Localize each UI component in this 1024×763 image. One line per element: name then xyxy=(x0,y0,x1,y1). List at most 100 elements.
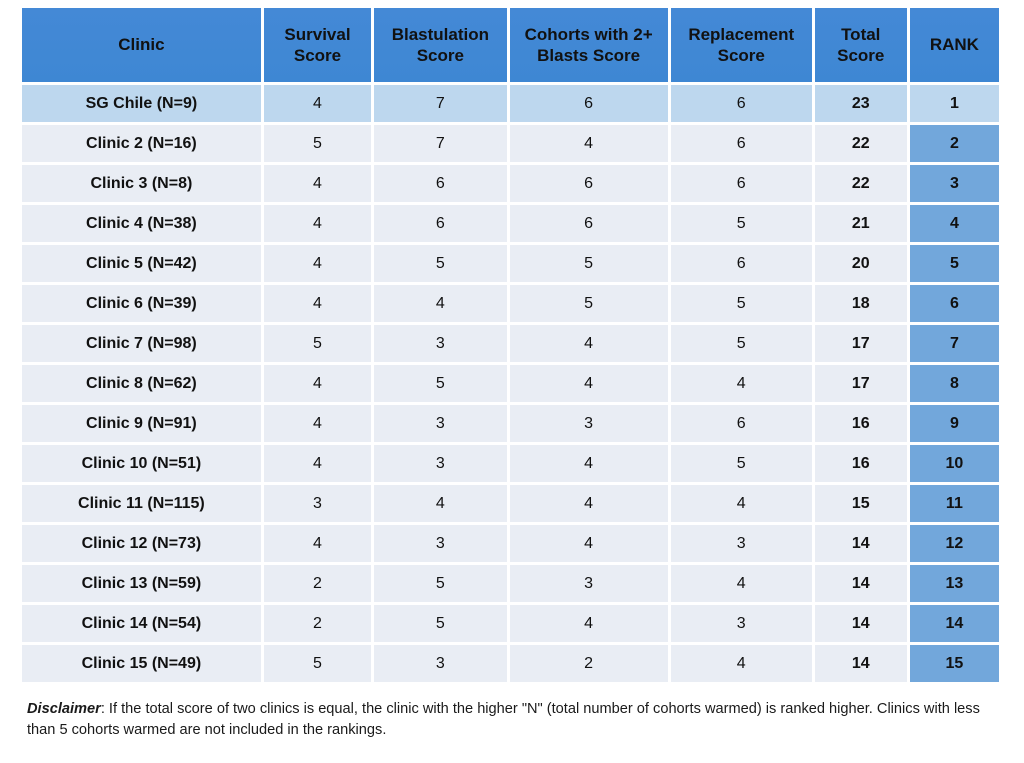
rank-cell: 3 xyxy=(909,165,999,202)
table-row: Clinic 14 (N=54) 2 5 4 3 14 14 xyxy=(22,605,999,642)
total-score-cell: 14 xyxy=(814,645,907,682)
table-row: Clinic 15 (N=49) 5 3 2 4 14 15 xyxy=(22,645,999,682)
table-row: Clinic 4 (N=38) 4 6 6 5 21 4 xyxy=(22,205,999,242)
rank-cell: 7 xyxy=(909,325,999,362)
blastulation-score-cell: 5 xyxy=(374,565,507,602)
cohorts-score-cell: 4 xyxy=(509,365,668,402)
rank-cell: 6 xyxy=(909,285,999,322)
total-score-cell: 21 xyxy=(814,205,907,242)
clinic-cell: Clinic 11 (N=115) xyxy=(22,485,261,522)
survival-score-cell: 4 xyxy=(263,165,372,202)
survival-score-cell: 5 xyxy=(263,645,372,682)
cohorts-score-cell: 3 xyxy=(509,405,668,442)
blastulation-score-cell: 4 xyxy=(374,285,507,322)
survival-score-cell: 4 xyxy=(263,525,372,562)
survival-score-cell: 5 xyxy=(263,325,372,362)
replacement-score-cell: 6 xyxy=(670,405,812,442)
column-header-blastulation-score: Blastulation Score xyxy=(374,8,507,82)
cohorts-score-cell: 5 xyxy=(509,285,668,322)
table-row: SG Chile (N=9) 4 7 6 6 23 1 xyxy=(22,85,999,122)
total-score-cell: 17 xyxy=(814,325,907,362)
survival-score-cell: 4 xyxy=(263,85,372,122)
cohorts-score-cell: 3 xyxy=(509,565,668,602)
column-header-clinic: Clinic xyxy=(22,8,261,82)
table-row: Clinic 5 (N=42) 4 5 5 6 20 5 xyxy=(22,245,999,282)
blastulation-score-cell: 5 xyxy=(374,605,507,642)
total-score-cell: 18 xyxy=(814,285,907,322)
cohorts-score-cell: 6 xyxy=(509,165,668,202)
clinic-cell: Clinic 4 (N=38) xyxy=(22,205,261,242)
blastulation-score-cell: 3 xyxy=(374,405,507,442)
total-score-cell: 15 xyxy=(814,485,907,522)
replacement-score-cell: 3 xyxy=(670,605,812,642)
table-header-row: Clinic Survival Score Blastulation Score Co… xyxy=(22,8,999,82)
clinic-cell: Clinic 15 (N=49) xyxy=(22,645,261,682)
table-row: Clinic 13 (N=59) 2 5 3 4 14 13 xyxy=(22,565,999,602)
rank-cell: 14 xyxy=(909,605,999,642)
blastulation-score-cell: 3 xyxy=(374,525,507,562)
replacement-score-cell: 6 xyxy=(670,165,812,202)
total-score-cell: 20 xyxy=(814,245,907,282)
cohorts-score-cell: 6 xyxy=(509,85,668,122)
cohorts-score-cell: 6 xyxy=(509,205,668,242)
cohorts-score-cell: 4 xyxy=(509,125,668,162)
blastulation-score-cell: 4 xyxy=(374,485,507,522)
clinic-cell: Clinic 3 (N=8) xyxy=(22,165,261,202)
rank-cell: 11 xyxy=(909,485,999,522)
clinic-cell: Clinic 8 (N=62) xyxy=(22,365,261,402)
rank-cell: 13 xyxy=(909,565,999,602)
table-row: Clinic 10 (N=51) 4 3 4 5 16 10 xyxy=(22,445,999,482)
replacement-score-cell: 5 xyxy=(670,205,812,242)
cohorts-score-cell: 4 xyxy=(509,525,668,562)
blastulation-score-cell: 5 xyxy=(374,245,507,282)
cohorts-score-cell: 4 xyxy=(509,445,668,482)
survival-score-cell: 4 xyxy=(263,405,372,442)
table-row: Clinic 12 (N=73) 4 3 4 3 14 12 xyxy=(22,525,999,562)
total-score-cell: 17 xyxy=(814,365,907,402)
survival-score-cell: 2 xyxy=(263,605,372,642)
blastulation-score-cell: 3 xyxy=(374,325,507,362)
total-score-cell: 14 xyxy=(814,605,907,642)
blastulation-score-cell: 6 xyxy=(374,165,507,202)
clinic-ranking-table: Clinic Survival Score Blastulation Score Co… xyxy=(19,5,1002,685)
survival-score-cell: 4 xyxy=(263,285,372,322)
survival-score-cell: 4 xyxy=(263,445,372,482)
survival-score-cell: 5 xyxy=(263,125,372,162)
blastulation-score-cell: 7 xyxy=(374,125,507,162)
total-score-cell: 22 xyxy=(814,125,907,162)
clinic-cell: Clinic 9 (N=91) xyxy=(22,405,261,442)
total-score-cell: 22 xyxy=(814,165,907,202)
table-row: Clinic 2 (N=16) 5 7 4 6 22 2 xyxy=(22,125,999,162)
survival-score-cell: 4 xyxy=(263,365,372,402)
rank-cell: 5 xyxy=(909,245,999,282)
total-score-cell: 23 xyxy=(814,85,907,122)
clinic-cell: Clinic 12 (N=73) xyxy=(22,525,261,562)
disclaimer: Disclaimer: If the total score of two cl… xyxy=(27,699,995,741)
clinic-cell: Clinic 10 (N=51) xyxy=(22,445,261,482)
replacement-score-cell: 5 xyxy=(670,285,812,322)
table-row: Clinic 8 (N=62) 4 5 4 4 17 8 xyxy=(22,365,999,402)
cohorts-score-cell: 4 xyxy=(509,605,668,642)
survival-score-cell: 2 xyxy=(263,565,372,602)
column-header-replacement-score: Replacement Score xyxy=(670,8,812,82)
rank-cell: 4 xyxy=(909,205,999,242)
replacement-score-cell: 3 xyxy=(670,525,812,562)
rank-cell: 2 xyxy=(909,125,999,162)
replacement-score-cell: 4 xyxy=(670,645,812,682)
replacement-score-cell: 4 xyxy=(670,365,812,402)
table-row: Clinic 6 (N=39) 4 4 5 5 18 6 xyxy=(22,285,999,322)
clinic-cell: Clinic 7 (N=98) xyxy=(22,325,261,362)
page: Clinic Survival Score Blastulation Score Co… xyxy=(19,5,1002,741)
cohorts-score-cell: 2 xyxy=(509,645,668,682)
table-row: Clinic 11 (N=115) 3 4 4 4 15 11 xyxy=(22,485,999,522)
blastulation-score-cell: 3 xyxy=(374,445,507,482)
total-score-cell: 14 xyxy=(814,565,907,602)
cohorts-score-cell: 5 xyxy=(509,245,668,282)
blastulation-score-cell: 7 xyxy=(374,85,507,122)
rank-cell: 12 xyxy=(909,525,999,562)
replacement-score-cell: 4 xyxy=(670,485,812,522)
column-header-survival-score: Survival Score xyxy=(263,8,372,82)
blastulation-score-cell: 5 xyxy=(374,365,507,402)
rank-cell: 8 xyxy=(909,365,999,402)
blastulation-score-cell: 3 xyxy=(374,645,507,682)
